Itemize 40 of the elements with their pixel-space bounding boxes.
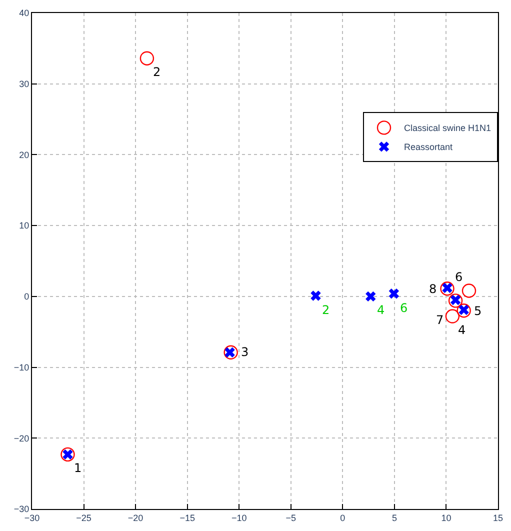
annotation: 6 — [400, 301, 408, 315]
point — [366, 291, 376, 302]
point — [310, 290, 321, 301]
point — [140, 51, 154, 66]
y-tick-label: 30 — [19, 79, 30, 90]
x-tick-label: 15 — [492, 512, 504, 523]
annotation: 4 — [458, 323, 466, 337]
x-tick-label: 10 — [441, 512, 452, 523]
y-tick-label: 20 — [19, 150, 30, 160]
x-tick-label: 0 — [340, 512, 346, 523]
x-tick-label: −20 — [128, 512, 144, 523]
point — [445, 309, 460, 324]
legend-label: Classical swine H1N1 — [404, 123, 492, 134]
annotation: 6 — [455, 270, 463, 284]
annotation: 1 — [74, 461, 82, 475]
y-tick-label: −10 — [14, 362, 30, 372]
annotation: 3 — [241, 345, 249, 359]
point — [388, 288, 400, 299]
legend-label: Reassortant — [404, 142, 454, 152]
y-tick-label: −30 — [14, 504, 30, 514]
annotation: 8 — [429, 282, 437, 296]
x-tick-label: −25 — [76, 512, 92, 523]
y-tick-label: 40 — [19, 8, 30, 18]
point — [224, 345, 238, 360]
y-tick-label: 10 — [19, 220, 30, 231]
point — [456, 304, 471, 318]
point — [462, 284, 476, 298]
point — [440, 282, 454, 296]
annotation: 7 — [436, 313, 444, 327]
x-tick-label: −5 — [286, 512, 296, 523]
x-tick-label: −10 — [231, 512, 247, 523]
annotation: 5 — [474, 304, 482, 318]
annotation: 2 — [322, 303, 330, 317]
annotation: 2 — [153, 65, 161, 79]
x-tick-label: 5 — [392, 512, 397, 523]
annotation: 4 — [377, 303, 385, 317]
point — [448, 294, 463, 308]
x-tick-label: −15 — [180, 512, 195, 523]
y-tick-label: −20 — [14, 433, 30, 444]
y-tick-label: 0 — [24, 292, 30, 302]
